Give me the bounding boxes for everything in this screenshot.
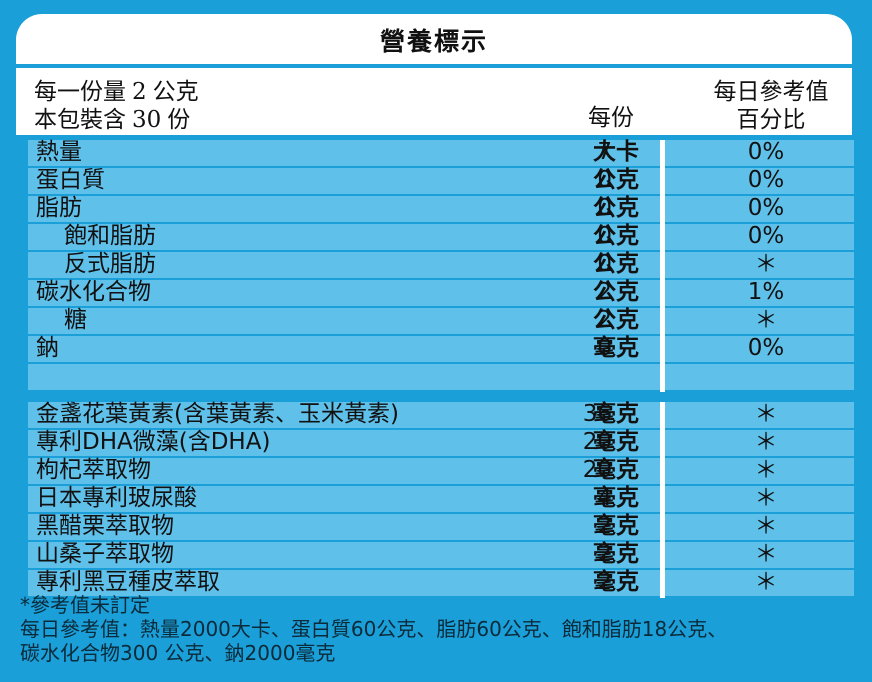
nutrient-name: 糖 <box>64 307 87 333</box>
servings-per-package-label: 本包裝含 <box>34 107 126 133</box>
nutrient-daily-value: ＊ <box>754 541 778 567</box>
nutrient-unit: 毫克 <box>593 335 639 361</box>
nutrient-unit: 毫克 <box>593 485 639 511</box>
footnote-undetermined: *參考值未訂定 <box>20 593 150 617</box>
nutrient-daily-value: ＊ <box>754 485 778 511</box>
nutrient-unit: 公克 <box>593 195 639 221</box>
nutrient-value: 7 <box>597 139 612 165</box>
table-row: 黑醋栗萃取物 2 毫克 ＊ <box>28 513 854 540</box>
serving-info: 每一份量 2 公克 本包裝含 30 份 <box>34 78 199 134</box>
nutrient-name: 鈉 <box>36 335 59 361</box>
column-divider <box>660 140 665 392</box>
title-divider <box>16 64 852 68</box>
nutrient-daily-value: 0% <box>747 223 785 249</box>
nutrient-unit: 毫克 <box>593 429 639 455</box>
nutrient-daily-value: 1% <box>747 279 785 305</box>
table-row: 山桑子萃取物 2 毫克 ＊ <box>28 541 854 568</box>
nutrient-value: 2 <box>597 307 612 333</box>
nutrient-daily-value: 0% <box>747 195 785 221</box>
nutrient-name: 碳水化合物 <box>36 279 151 305</box>
nutrient-unit: 公克 <box>593 251 639 277</box>
nutrient-value: 0 <box>597 195 612 221</box>
table-row: 枸杞萃取物 20 毫克 ＊ <box>28 457 854 484</box>
daily-value-header-line2: 百分比 <box>736 107 806 133</box>
table-row: 蛋白質 0 公克 0% <box>28 167 854 194</box>
servings-per-package-unit: 份 <box>167 107 191 133</box>
footnote-daily-values: 每日參考值：熱量2000大卡、蛋白質60公克、脂肪60公克、飽和脂肪18公克、 <box>20 617 728 641</box>
nutrient-daily-value: ＊ <box>754 401 778 427</box>
table-row: 熱量 7 大卡 0% <box>28 139 854 166</box>
table-row: 反式脂肪 0 公克 ＊ <box>28 251 854 278</box>
nutrient-name: 專利黑豆種皮萃取 <box>36 569 220 595</box>
nutrient-value: 0 <box>597 223 612 249</box>
nutrient-value: 36 <box>582 401 612 427</box>
nutrient-value: 0 <box>597 167 612 193</box>
nutrient-value: 0 <box>597 251 612 277</box>
table-row: 金盞花葉黃素(含葉黃素、玉米黃素) 36 毫克 ＊ <box>28 401 854 428</box>
table-row: 專利DHA微藻(含DHA) 20 毫克 ＊ <box>28 429 854 456</box>
table-row: 碳水化合物 2 公克 1% <box>28 279 854 306</box>
nutrient-name: 飽和脂肪 <box>64 223 156 249</box>
nutrient-unit: 公克 <box>593 223 639 249</box>
nutrient-name: 黑醋栗萃取物 <box>36 513 174 539</box>
footnotes: *參考值未訂定 每日參考值：熱量2000大卡、蛋白質60公克、脂肪60公克、飽和… <box>20 593 860 665</box>
nutrient-name: 熱量 <box>36 139 82 165</box>
nutrient-unit: 毫克 <box>593 401 639 427</box>
nutrient-name: 山桑子萃取物 <box>36 541 174 567</box>
header-panel: 營養標示 每一份量 2 公克 本包裝含 30 份 每份 每日參考值 百分比 <box>16 14 852 135</box>
nutrient-name: 反式脂肪 <box>64 251 156 277</box>
label-title: 營養標示 <box>379 27 488 56</box>
table-row: 糖 2 公克 ＊ <box>28 307 854 334</box>
nutrient-daily-value: 0% <box>747 139 785 165</box>
nutrient-daily-value: 0% <box>747 335 785 361</box>
nutrient-unit: 大卡 <box>593 139 639 165</box>
table-row: 脂肪 0 公克 0% <box>28 195 854 222</box>
daily-value-header-line1: 每日參考值 <box>713 79 829 105</box>
table-row: 飽和脂肪 0 公克 0% <box>28 223 854 250</box>
nutrient-unit: 毫克 <box>593 569 639 595</box>
per-serving-header: 每份 <box>588 105 634 131</box>
nutrient-value: 20 <box>582 457 612 483</box>
nutrient-daily-value: ＊ <box>754 307 778 333</box>
nutrient-unit: 公克 <box>593 279 639 305</box>
nutrient-name: 脂肪 <box>36 195 82 221</box>
nutrient-unit: 毫克 <box>593 457 639 483</box>
table-row: 專利黑豆種皮萃取 2 毫克 ＊ <box>28 569 854 596</box>
footnote-daily-values-cont: 碳水化合物300 公克、鈉2000毫克 <box>20 641 336 665</box>
servings-per-package-number: 30 <box>132 107 162 133</box>
nutrient-value: 20 <box>582 429 612 455</box>
spacer-row <box>28 364 854 390</box>
nutrient-value: 2 <box>597 569 612 595</box>
nutrient-name: 枸杞萃取物 <box>36 457 151 483</box>
nutrient-unit: 毫克 <box>593 541 639 567</box>
nutrient-unit: 公克 <box>593 307 639 333</box>
table-row: 鈉 0 毫克 0% <box>28 335 854 362</box>
nutrient-unit: 毫克 <box>593 513 639 539</box>
nutrient-value: 4 <box>597 485 612 511</box>
nutrient-value: 2 <box>597 541 612 567</box>
nutrient-daily-value: ＊ <box>754 457 778 483</box>
serving-size-number: 2 <box>132 79 147 105</box>
nutrient-name: 蛋白質 <box>36 167 105 193</box>
column-divider <box>660 402 665 598</box>
nutrient-daily-value: ＊ <box>754 513 778 539</box>
daily-value-header: 每日參考值 百分比 <box>696 78 846 134</box>
nutrient-value: 2 <box>597 513 612 539</box>
nutrient-name: 專利DHA微藻(含DHA) <box>36 429 271 455</box>
table-row: 日本專利玻尿酸 4 毫克 ＊ <box>28 485 854 512</box>
nutrient-daily-value: ＊ <box>754 251 778 277</box>
nutrient-value: 2 <box>597 279 612 305</box>
serving-size-unit: 公克 <box>152 79 199 105</box>
nutrient-unit: 公克 <box>593 167 639 193</box>
serving-size-line: 每一份量 2 公克 <box>34 78 199 106</box>
nutrient-value: 0 <box>597 335 612 361</box>
nutrient-daily-value: 0% <box>747 167 785 193</box>
nutrient-name: 金盞花葉黃素(含葉黃素、玉米黃素) <box>36 401 399 427</box>
nutrient-daily-value: ＊ <box>754 569 778 595</box>
nutrient-name: 日本專利玻尿酸 <box>36 485 197 511</box>
nutrient-daily-value: ＊ <box>754 429 778 455</box>
serving-size-label: 每一份量 <box>34 79 126 105</box>
servings-per-package-line: 本包裝含 30 份 <box>34 106 199 134</box>
